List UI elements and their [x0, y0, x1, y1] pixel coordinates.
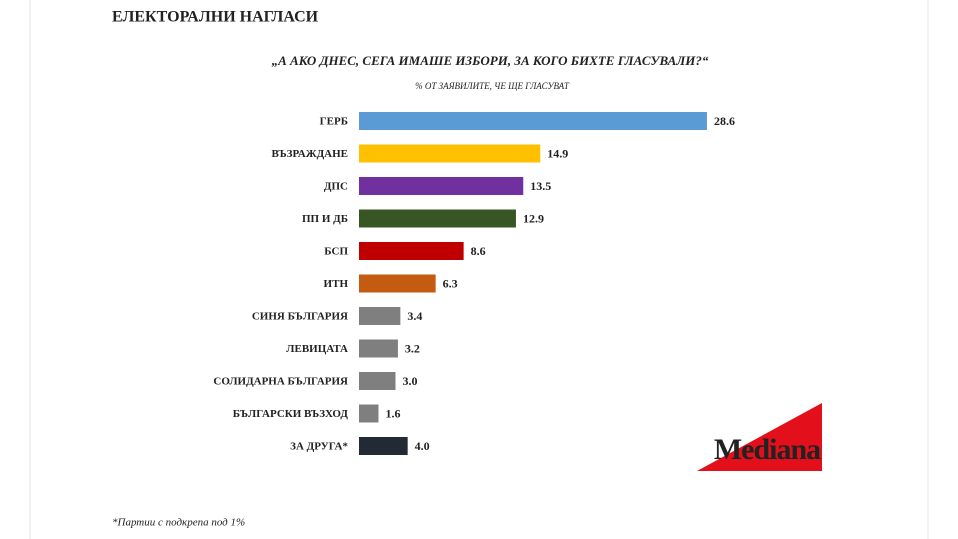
value-label: 13.5: [530, 179, 551, 193]
category-label: БСП: [324, 246, 348, 258]
bar: [359, 307, 401, 325]
category-label: ВЪЗРАЖДАНЕ: [271, 148, 348, 160]
bar: [359, 177, 524, 195]
bar: [359, 112, 707, 130]
axis-note: % ОТ ЗАЯВИЛИТЕ, ЧЕ ЩЕ ГЛАСУВАТ: [415, 81, 570, 91]
category-label: ГЕРБ: [320, 116, 348, 128]
value-label: 3.2: [405, 341, 420, 355]
value-label: 4.0: [415, 439, 430, 453]
category-label: ДПС: [324, 181, 348, 193]
value-label: 3.4: [407, 309, 422, 323]
value-label: 12.9: [523, 211, 544, 225]
logo: Mediana: [714, 433, 821, 466]
category-label: ПП И ДБ: [302, 213, 348, 225]
value-label: 8.6: [471, 244, 486, 258]
bar: [359, 372, 396, 390]
category-label: СОЛИДАРНА БЪЛГАРИЯ: [213, 376, 348, 388]
chart-title: ЕЛЕКТОРАЛНИ НАГЛАСИ: [112, 9, 319, 26]
bar: [359, 404, 379, 423]
category-label: ЗА ДРУГА*: [290, 441, 348, 453]
footnote: *Партии с подкрепа под 1%: [112, 517, 245, 529]
logo-shape: [697, 403, 822, 471]
category-label: ИТН: [324, 278, 349, 290]
value-label: 3.0: [403, 374, 418, 388]
bar: [359, 437, 408, 455]
value-label: 14.9: [547, 146, 568, 160]
bar: [359, 274, 436, 293]
chart-subtitle: „А АКО ДНЕС, СЕГА ИМАШЕ ИЗБОРИ, ЗА КОГО …: [272, 53, 709, 68]
bar: [359, 339, 398, 358]
bar: [359, 209, 516, 228]
value-label: 28.6: [714, 114, 735, 128]
category-label: БЪЛГАРСКИ ВЪЗХОД: [233, 408, 349, 420]
bar: [359, 242, 464, 260]
value-label: 1.6: [385, 406, 400, 420]
category-label: СИНЯ БЪЛГАРИЯ: [252, 311, 348, 323]
category-label: ЛЕВИЦАТА: [286, 343, 348, 355]
value-label: 6.3: [443, 276, 458, 290]
bar: [359, 144, 541, 163]
